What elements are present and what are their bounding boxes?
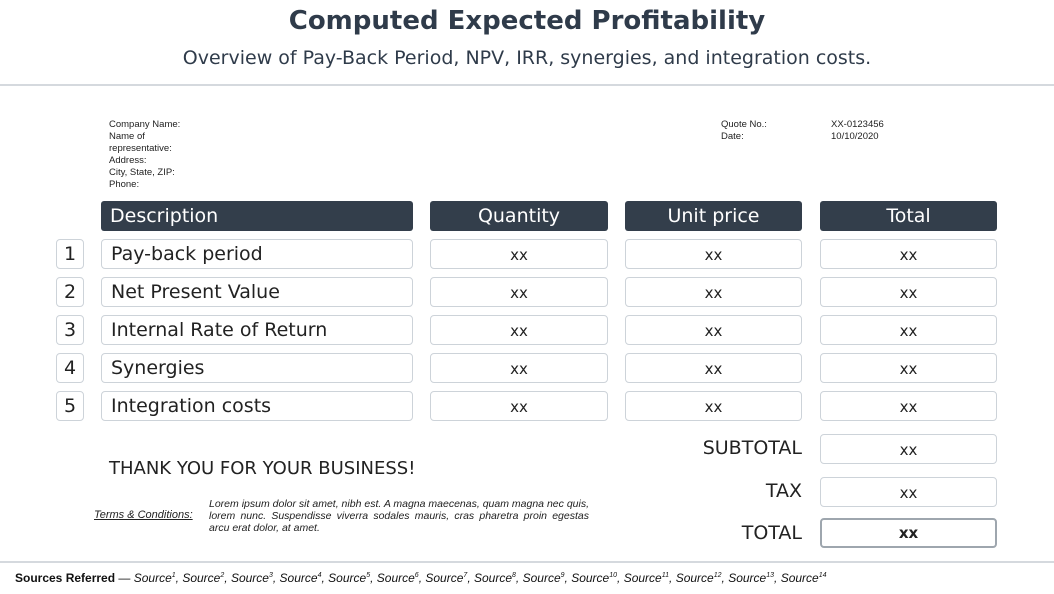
subtotal-value: xx bbox=[820, 434, 997, 464]
row-unit-price: xx bbox=[625, 239, 802, 269]
column-header-quantity: Quantity bbox=[430, 201, 608, 231]
row-unit-price: xx bbox=[625, 353, 802, 383]
company-name-label: Company Name: bbox=[109, 119, 181, 130]
representative-label-line1: Name of bbox=[109, 131, 145, 142]
source-reference: Source14 bbox=[780, 571, 827, 585]
subtotal-label: SUBTOTAL bbox=[702, 437, 802, 459]
source-reference: Source3 bbox=[230, 571, 273, 585]
quote-number-value: XX-0123456 bbox=[831, 119, 884, 130]
row-number: 3 bbox=[56, 315, 84, 345]
row-unit-price: xx bbox=[625, 315, 802, 345]
sources-separator: — bbox=[115, 571, 134, 585]
row-quantity: xx bbox=[430, 391, 608, 421]
row-description: Internal Rate of Return bbox=[101, 315, 413, 345]
source-reference: Source4 bbox=[279, 571, 322, 585]
source-reference: Source13 bbox=[728, 571, 775, 585]
tax-label: TAX bbox=[765, 480, 802, 502]
row-quantity: xx bbox=[430, 315, 608, 345]
company-info-block: Company Name: Name of representative: Ad… bbox=[109, 119, 180, 191]
row-number: 1 bbox=[56, 239, 84, 269]
source-reference: Source6 bbox=[376, 571, 419, 585]
row-total: xx bbox=[820, 277, 997, 307]
source-reference: Source12 bbox=[675, 571, 722, 585]
row-quantity: xx bbox=[430, 277, 608, 307]
thank-you-message: THANK YOU FOR YOUR BUSINESS! bbox=[109, 458, 416, 479]
row-number: 2 bbox=[56, 277, 84, 307]
row-quantity: xx bbox=[430, 353, 608, 383]
quote-values: XX-0123456 10/10/2020 bbox=[831, 119, 884, 143]
row-description: Pay-back period bbox=[101, 239, 413, 269]
footer-divider bbox=[0, 561, 1054, 563]
address-label: Address: bbox=[109, 155, 147, 166]
row-description: Synergies bbox=[101, 353, 413, 383]
row-description: Integration costs bbox=[101, 391, 413, 421]
row-total: xx bbox=[820, 353, 997, 383]
row-quantity: xx bbox=[430, 239, 608, 269]
row-number: 5 bbox=[56, 391, 84, 421]
row-total: xx bbox=[820, 239, 997, 269]
total-value: xx bbox=[820, 518, 997, 548]
column-header-unit-price: Unit price bbox=[625, 201, 802, 231]
tax-value: xx bbox=[820, 477, 997, 507]
source-reference: Source2 bbox=[182, 571, 225, 585]
terms-conditions-text: Lorem ipsum dolor sit amet, nibh est. A … bbox=[209, 498, 589, 534]
row-unit-price: xx bbox=[625, 277, 802, 307]
sources-heading: Sources Referred bbox=[15, 571, 116, 585]
sources-line: Sources Referred — Source1, Source2, Sou… bbox=[15, 571, 827, 585]
row-description: Net Present Value bbox=[101, 277, 413, 307]
column-header-total: Total bbox=[820, 201, 997, 231]
phone-label: Phone: bbox=[109, 179, 140, 190]
terms-conditions-label: Terms & Conditions: bbox=[94, 509, 193, 521]
quote-labels: Quote No.: Date: bbox=[721, 119, 767, 143]
source-reference: Source8 bbox=[473, 571, 516, 585]
source-reference: Source1 bbox=[133, 571, 176, 585]
source-reference: Source11 bbox=[623, 571, 670, 585]
total-label: TOTAL bbox=[741, 522, 802, 544]
row-number: 4 bbox=[56, 353, 84, 383]
city-state-zip-label: City, State, ZIP: bbox=[109, 167, 175, 178]
page-subtitle: Overview of Pay-Back Period, NPV, IRR, s… bbox=[182, 47, 872, 69]
date-label: Date: bbox=[721, 131, 744, 142]
sources-list: Source1, Source2, Source3, Source4, Sour… bbox=[133, 571, 827, 585]
row-total: xx bbox=[820, 315, 997, 345]
source-reference: Source5 bbox=[328, 571, 371, 585]
source-reference: Source10 bbox=[571, 571, 618, 585]
source-reference: Source9 bbox=[522, 571, 565, 585]
quote-number-label: Quote No.: bbox=[721, 119, 767, 130]
representative-label-line2: representative: bbox=[109, 143, 172, 154]
row-unit-price: xx bbox=[625, 391, 802, 421]
column-header-description: Description bbox=[101, 201, 413, 231]
date-value: 10/10/2020 bbox=[831, 131, 879, 142]
header-divider bbox=[0, 84, 1054, 86]
source-reference: Source7 bbox=[425, 571, 468, 585]
row-total: xx bbox=[820, 391, 997, 421]
page-title: Computed Expected Profitability bbox=[288, 6, 766, 36]
